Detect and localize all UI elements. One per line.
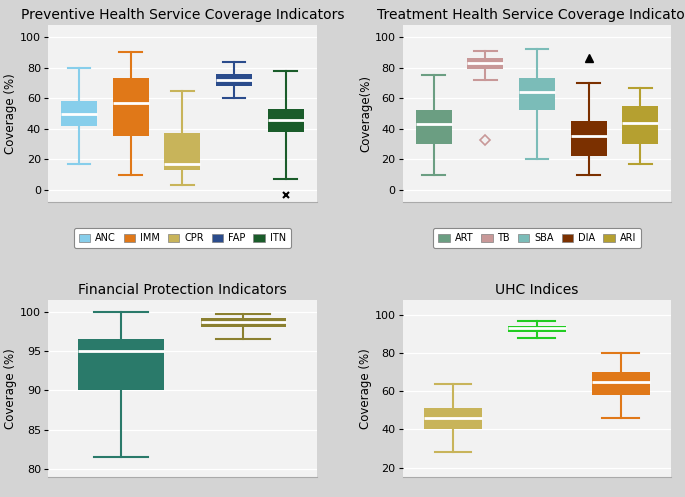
Bar — [79, 339, 164, 391]
Bar — [61, 101, 97, 126]
Bar — [216, 74, 252, 86]
Title: Preventive Health Service Coverage Indicators: Preventive Health Service Coverage Indic… — [21, 8, 344, 22]
Bar — [592, 372, 650, 395]
Bar — [467, 59, 503, 69]
Legend: ART, TB, SBA, DIA, ARI: ART, TB, SBA, DIA, ARI — [433, 228, 641, 248]
Bar — [508, 327, 566, 332]
Y-axis label: Coverage (%): Coverage (%) — [4, 348, 17, 429]
Bar — [268, 109, 303, 132]
Bar — [112, 79, 149, 137]
Y-axis label: Coverage(%): Coverage(%) — [359, 75, 372, 152]
Bar — [519, 79, 555, 110]
Y-axis label: Coverage (%): Coverage (%) — [4, 73, 17, 154]
Bar — [416, 110, 451, 144]
Title: Financial Protection Indicators: Financial Protection Indicators — [78, 283, 286, 297]
Bar — [423, 409, 482, 429]
Bar — [201, 318, 286, 328]
Y-axis label: Coverage (%): Coverage (%) — [359, 348, 372, 429]
Title: Treatment Health Service Coverage Indicators: Treatment Health Service Coverage Indica… — [377, 8, 685, 22]
Bar — [164, 133, 201, 170]
Bar — [622, 106, 658, 144]
Legend: ANC, IMM, CPR, FAP, ITN: ANC, IMM, CPR, FAP, ITN — [74, 228, 291, 248]
Bar — [571, 121, 607, 157]
Title: UHC Indices: UHC Indices — [495, 283, 579, 297]
